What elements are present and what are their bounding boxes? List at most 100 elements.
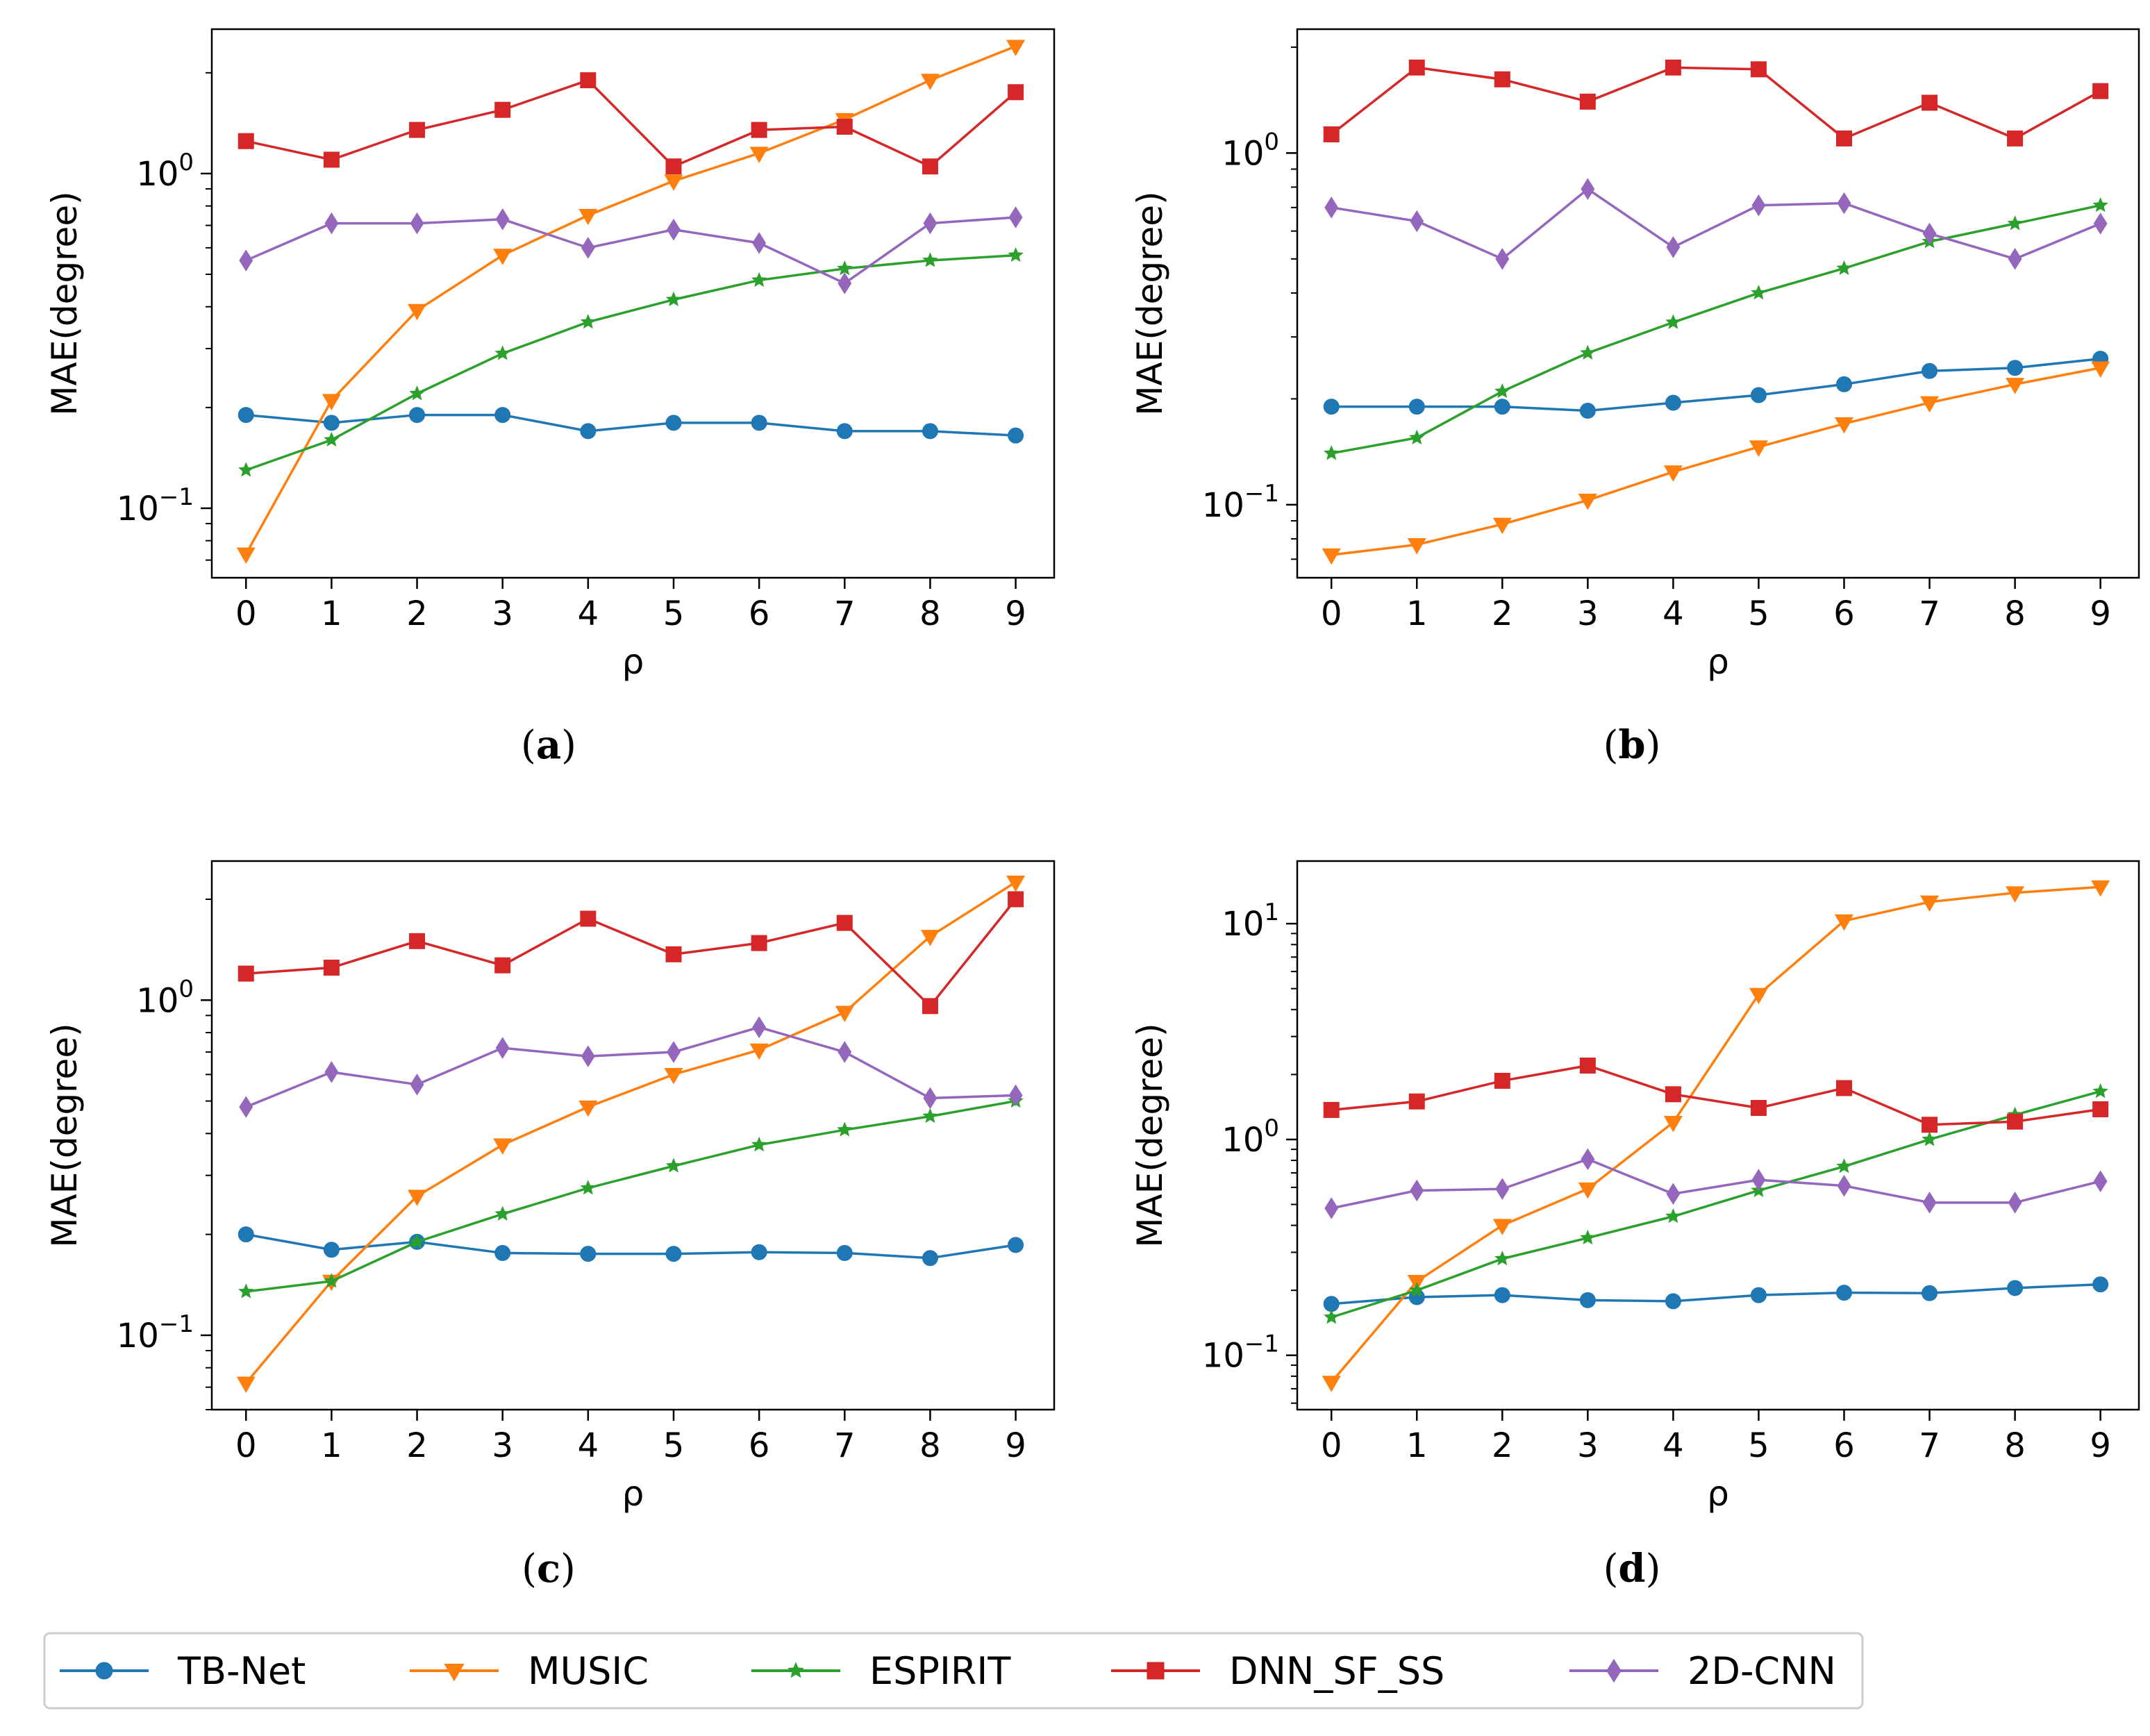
data-point [1408,1093,1425,1110]
data-point [1922,94,1938,111]
data-point [1407,538,1426,555]
x-tick-label: 4 [1662,594,1684,633]
data-point [410,212,424,235]
data-point [1920,396,1940,413]
x-axis-label: ρ [1707,642,1729,682]
y-tick-label: 10−1 [1202,480,1279,525]
legend: TB-Net MUSIC ESPIRIT DNN_SF_SS 2D-CNN [43,1632,1864,1710]
data-point [1581,178,1595,201]
x-tick-label: 2 [1492,594,1513,633]
data-point [1666,1183,1681,1205]
data-point [1492,1219,1512,1235]
plot-frame [1296,28,2140,579]
data-point [494,101,511,118]
x-tick-label: 5 [1748,1426,1769,1465]
data-point [2092,83,2109,99]
data-point [1322,548,1341,565]
data-point [2007,1113,2024,1130]
legend-label: 2D-CNN [1688,1649,1836,1693]
series-2d-cnn [1324,1148,2108,1219]
data-point [2007,360,2024,376]
x-tick-label: 7 [1919,594,1940,633]
series-dnn-sf-ss [1323,59,2109,147]
series-line [245,1233,1016,1260]
data-point [1008,247,1024,262]
data-point [2007,130,2024,147]
data-point [494,407,511,424]
y-axis-label: MAE(degree) [1130,1023,1170,1247]
data-point [1323,1101,1340,1118]
data-point [238,133,254,149]
x-tick-label: 6 [749,594,770,633]
data-point [1580,1229,1596,1245]
series-line [1330,885,2101,1383]
data-point [2092,1276,2109,1293]
data-point [667,218,681,241]
series-tb-net [1323,1276,2109,1312]
data-point [1008,891,1024,908]
data-point [1922,1117,1938,1133]
data-point [837,1121,853,1137]
data-point [580,314,597,329]
y-tick-label: 100 [136,149,194,194]
data-point [323,415,340,431]
data-point [1579,1292,1596,1308]
data-point [1579,93,1596,110]
data-point [1665,1293,1681,1310]
data-point [580,72,597,89]
x-tick-label: 0 [235,594,257,633]
data-point [238,1226,254,1243]
data-point [323,151,340,168]
x-axis-label: ρ [622,642,644,682]
data-point [2092,197,2108,212]
x-tick-label: 8 [2004,1426,2026,1465]
data-point [1750,61,1767,78]
x-tick-label: 6 [1833,594,1855,633]
data-point [1324,1309,1340,1324]
data-point [665,1246,682,1262]
x-tick-label: 9 [2090,1426,2111,1465]
legend-label: MUSIC [528,1649,649,1693]
data-point [2092,1083,2108,1099]
data-point [2006,886,2025,903]
series-line [245,253,1016,471]
legend-item-espirit: ESPIRIT [751,1649,1011,1693]
data-point [1324,1197,1339,1219]
legend-item-2d-cnn: 2D-CNN [1569,1649,1836,1693]
x-tick-label: 0 [1321,594,1342,633]
x-tick-label: 4 [1662,1426,1684,1465]
data-point [1494,399,1510,415]
data-point [1750,1100,1767,1117]
x-tick-label: 5 [1748,594,1769,633]
legend-marker [1606,1658,1622,1683]
y-tick-label: 10−1 [1202,1330,1279,1376]
data-point [409,1233,425,1249]
data-point [495,1037,510,1059]
data-point [1579,1058,1596,1074]
data-point [1750,387,1767,403]
data-point [494,1244,511,1261]
x-tick-label: 5 [663,1426,685,1465]
data-point [1749,440,1768,457]
data-point [1665,1208,1681,1224]
series-line [1331,1158,2101,1210]
data-point [751,935,767,951]
data-point [236,1376,256,1393]
y-tick-label: 10−1 [117,483,194,528]
data-point [665,1158,682,1173]
data-point [580,423,597,440]
data-point [1579,403,1596,419]
x-tick-label: 7 [834,1426,856,1465]
data-point [1581,1148,1595,1171]
data-point [1494,71,1510,87]
legend-marker [787,1662,805,1678]
series-line [246,413,1016,437]
series-line [245,1026,1016,1108]
data-point [494,957,511,974]
data-point [836,423,853,440]
data-point [835,1005,854,1022]
data-point [1580,344,1596,360]
data-point [1835,1285,1852,1301]
x-tick-label: 4 [578,594,599,633]
